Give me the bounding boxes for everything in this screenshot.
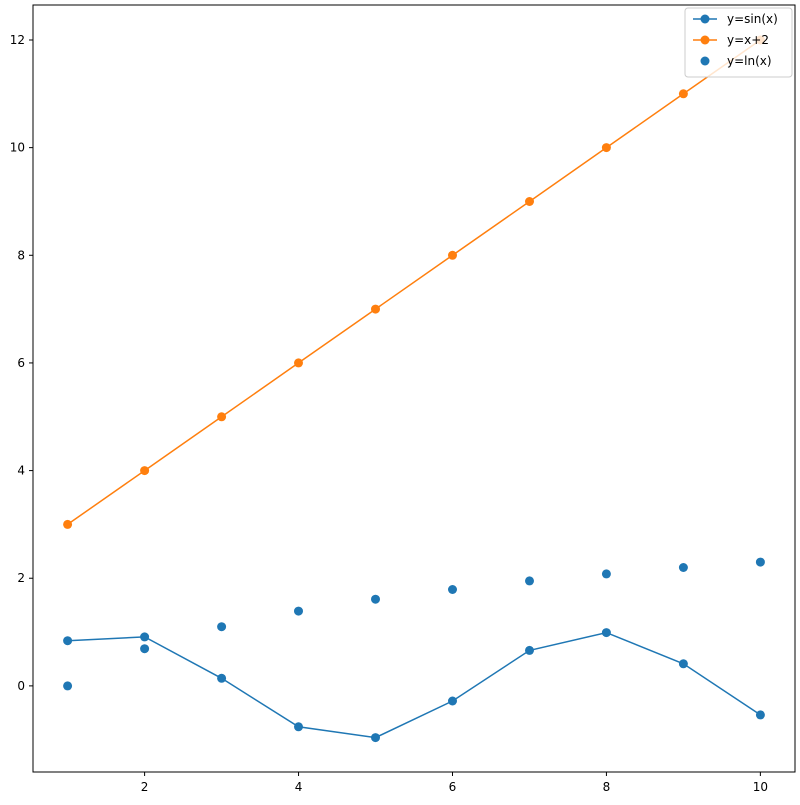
y-tick-label: 6	[17, 356, 25, 370]
data-point	[755, 710, 765, 720]
data-point	[294, 606, 303, 616]
y-axis: 0 2 4 6 8 10 12	[10, 33, 33, 693]
axes-background	[33, 5, 795, 772]
data-point	[678, 659, 688, 669]
data-point	[217, 622, 227, 632]
x-tick-label: 2	[141, 780, 149, 794]
legend-item: y=sin(x)	[693, 12, 778, 26]
y-tick-label: 0	[17, 679, 25, 693]
axes-frame	[32, 4, 796, 773]
y-tick-label: 12	[10, 33, 25, 47]
data-point	[217, 673, 227, 683]
x-axis: 2 4 6 8 10	[141, 772, 768, 794]
plot-area	[33, 5, 795, 772]
data-point	[217, 412, 227, 422]
data-point	[525, 576, 534, 586]
data-point	[525, 645, 534, 655]
legend-marker-swatch	[700, 56, 710, 66]
series-line-1	[67, 39, 761, 526]
legend-marker-swatch	[700, 35, 710, 45]
data-point	[140, 644, 150, 654]
data-point	[371, 594, 380, 604]
data-point	[448, 250, 457, 260]
y-tick-label: 2	[17, 571, 25, 585]
x-tick-label: 8	[603, 780, 611, 794]
y-tick-label: 10	[10, 141, 25, 155]
data-point	[448, 696, 457, 706]
data-point	[140, 466, 150, 476]
y-tick-label: 8	[17, 248, 25, 262]
series-line-0	[67, 631, 761, 739]
x-tick-label: 10	[753, 780, 768, 794]
data-point	[448, 585, 457, 594]
legend-label: y=sin(x)	[727, 12, 778, 26]
data-point	[294, 722, 303, 732]
data-point	[63, 636, 73, 646]
data-point	[678, 563, 688, 572]
data-point	[63, 681, 73, 691]
series-2	[63, 557, 765, 691]
legend-item: y=ln(x)	[700, 54, 772, 68]
data-point	[525, 197, 534, 206]
legend-marker-swatch	[700, 14, 710, 24]
data-point	[371, 733, 380, 743]
x-tick-label: 6	[449, 780, 457, 794]
x-tick-label: 4	[295, 780, 303, 794]
legend-item: y=x+2	[693, 33, 769, 47]
legend-label: y=ln(x)	[727, 54, 772, 68]
legend-label: y=x+2	[727, 33, 769, 47]
data-point	[678, 89, 688, 99]
series-0	[63, 628, 765, 743]
legend: y=sin(x) y=x+2 y=ln(x)	[684, 7, 793, 78]
data-point	[371, 304, 380, 314]
data-point	[601, 143, 611, 153]
y-tick-label: 4	[17, 464, 25, 478]
data-point	[755, 557, 765, 567]
data-point	[294, 358, 303, 368]
legend-box	[684, 7, 793, 78]
data-point	[63, 519, 73, 529]
data-point	[140, 632, 150, 642]
data-point	[601, 628, 611, 638]
data-point	[601, 569, 611, 579]
